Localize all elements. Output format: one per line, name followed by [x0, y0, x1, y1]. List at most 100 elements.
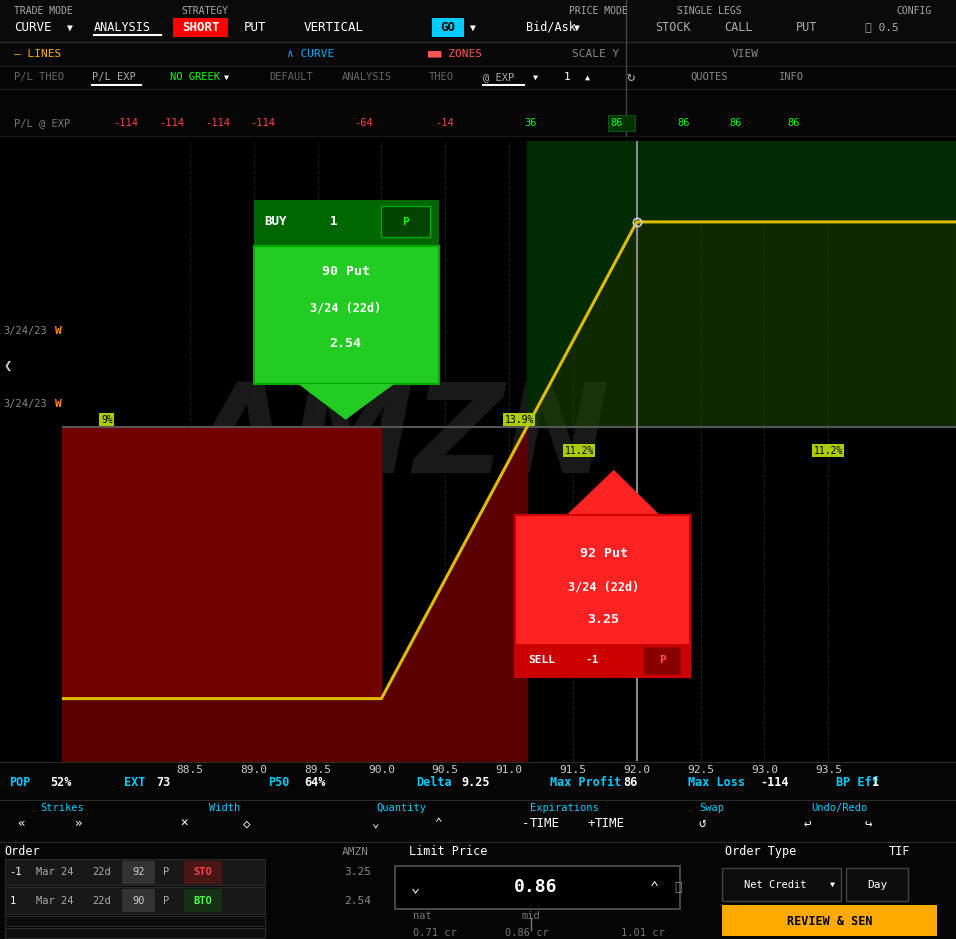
Text: P: P: [163, 896, 169, 905]
Text: P/L THEO: P/L THEO: [14, 72, 64, 82]
Text: Quantity: Quantity: [377, 803, 426, 812]
Text: 0.86: 0.86: [513, 878, 557, 897]
Text: P50: P50: [268, 776, 289, 789]
Text: 3/24/23: 3/24/23: [4, 326, 48, 335]
Bar: [395, 866, 680, 909]
Text: 9.25: 9.25: [462, 776, 490, 789]
Text: -1: -1: [10, 868, 22, 877]
Text: 11.2%: 11.2%: [814, 446, 843, 455]
Text: 86: 86: [610, 118, 623, 128]
Text: »: »: [75, 817, 82, 830]
Polygon shape: [298, 384, 394, 420]
Text: ⌄: ⌄: [411, 880, 421, 895]
Text: -114: -114: [760, 776, 789, 789]
Bar: [515, 516, 690, 677]
Text: ⌃: ⌃: [434, 817, 442, 830]
Text: TRADE MODE: TRADE MODE: [14, 7, 73, 16]
Text: 86: 86: [787, 118, 800, 128]
Text: STOCK: STOCK: [655, 21, 690, 34]
Text: 90: 90: [132, 896, 145, 905]
Bar: [253, 200, 439, 246]
Text: Order: Order: [5, 845, 40, 858]
Text: 🔍 0.5: 🔍 0.5: [865, 23, 899, 32]
Text: 90 Put: 90 Put: [321, 266, 370, 279]
Text: 1: 1: [10, 896, 16, 905]
Text: — LINES: — LINES: [14, 49, 61, 58]
Text: Limit Price: Limit Price: [409, 845, 488, 858]
Text: TIME: TIME: [595, 817, 625, 830]
Text: ▼: ▼: [533, 72, 538, 82]
Text: ↺: ↺: [699, 817, 706, 830]
Text: Strikes: Strikes: [40, 803, 84, 812]
Bar: [846, 868, 908, 901]
Bar: [184, 861, 222, 884]
Text: DEFAULT: DEFAULT: [270, 72, 314, 82]
Bar: [608, 115, 635, 131]
Text: W: W: [55, 399, 62, 408]
Text: SCALE Y: SCALE Y: [572, 49, 619, 58]
Text: 3.25: 3.25: [588, 613, 619, 626]
Bar: [643, 646, 682, 675]
Text: STOCK TRADING
      SCHOOL: STOCK TRADING SCHOOL: [441, 630, 577, 669]
Text: 1.01 cr: 1.01 cr: [621, 929, 665, 938]
Text: BUY: BUY: [264, 215, 287, 228]
Text: 36: 36: [524, 118, 537, 128]
Text: 0.71 cr: 0.71 cr: [413, 929, 457, 938]
Text: TIME: TIME: [530, 817, 560, 830]
Text: ▲: ▲: [585, 72, 590, 82]
Text: Undo/Redo: Undo/Redo: [812, 803, 867, 812]
Text: -1: -1: [586, 655, 599, 666]
Text: Net Credit: Net Credit: [744, 880, 806, 889]
Text: Mar 24: Mar 24: [36, 896, 74, 905]
Text: 92: 92: [132, 868, 145, 877]
Text: STRATEGY: STRATEGY: [182, 7, 228, 16]
Text: THEO: THEO: [428, 72, 453, 82]
Text: GO: GO: [440, 21, 455, 34]
Text: CONFIG: CONFIG: [897, 7, 932, 16]
Text: ✕: ✕: [180, 817, 187, 830]
Text: -14: -14: [435, 118, 454, 128]
Text: Max Profit: Max Profit: [550, 776, 621, 789]
Text: ↪: ↪: [864, 817, 872, 830]
Text: Bid/Ask: Bid/Ask: [526, 21, 576, 34]
Text: 0.86 cr: 0.86 cr: [505, 929, 549, 938]
Text: -114: -114: [160, 118, 185, 128]
Text: Width: Width: [209, 803, 240, 812]
Bar: [5, 887, 265, 914]
Text: ⌃: ⌃: [650, 880, 660, 895]
Text: P/L @ EXP: P/L @ EXP: [14, 118, 71, 128]
Bar: [5, 928, 265, 938]
Text: W: W: [55, 326, 62, 335]
Bar: [0, 842, 956, 939]
Text: POP: POP: [10, 776, 31, 789]
Text: STO: STO: [193, 868, 212, 877]
Text: 3.25: 3.25: [344, 868, 371, 877]
Text: ▼: ▼: [470, 23, 476, 32]
Text: -64: -64: [354, 118, 373, 128]
Text: 1: 1: [564, 72, 571, 82]
Bar: [515, 644, 690, 677]
Text: +: +: [587, 817, 595, 830]
Bar: [122, 861, 155, 884]
Text: P/L EXP: P/L EXP: [92, 72, 136, 82]
Text: VERTICAL: VERTICAL: [304, 21, 364, 34]
Text: P: P: [163, 868, 169, 877]
Text: ■■ ZONES: ■■ ZONES: [428, 49, 482, 58]
Text: -: -: [522, 817, 530, 830]
Text: PUT: PUT: [244, 21, 267, 34]
Text: 13.9%: 13.9%: [505, 415, 534, 424]
Text: EXT: EXT: [124, 776, 145, 789]
Text: ◇: ◇: [243, 817, 250, 830]
Text: @ EXP: @ EXP: [483, 72, 514, 82]
Text: REVIEW & SEN: REVIEW & SEN: [787, 915, 873, 928]
Text: ▼: ▼: [574, 23, 579, 32]
Text: ❮: ❮: [4, 360, 12, 373]
Text: -114: -114: [114, 118, 139, 128]
Text: Max Loss: Max Loss: [688, 776, 746, 789]
Polygon shape: [567, 470, 660, 516]
Text: P: P: [659, 655, 665, 666]
Text: 92 Put: 92 Put: [579, 546, 627, 560]
Text: 3/24 (22d): 3/24 (22d): [310, 301, 381, 315]
Text: INFO: INFO: [779, 72, 804, 82]
Bar: [184, 889, 222, 912]
